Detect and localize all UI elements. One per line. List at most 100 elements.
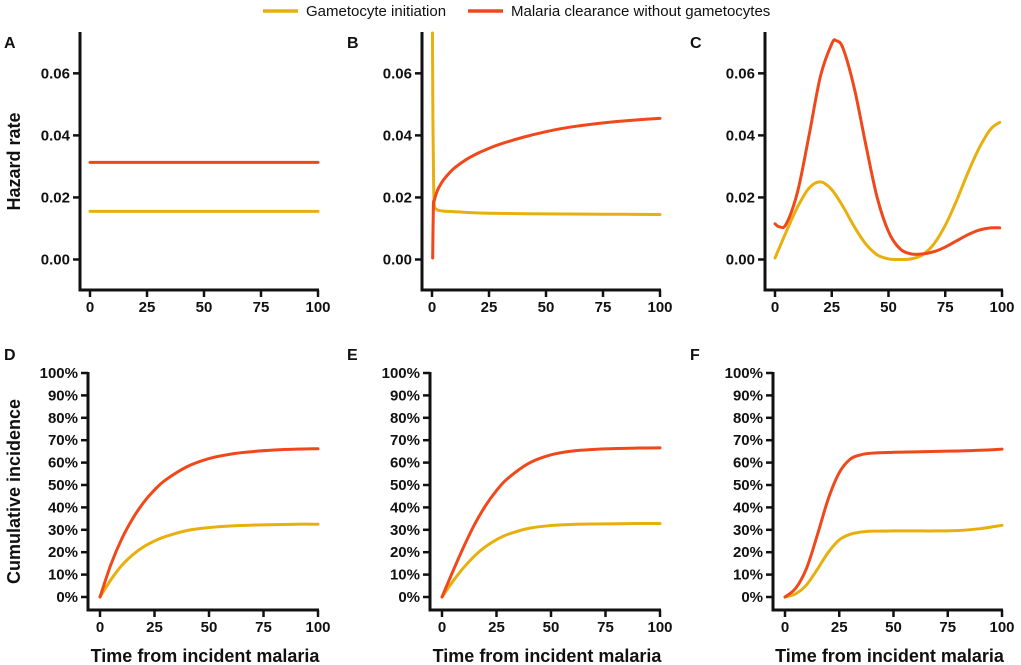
panel-letter-b: B	[347, 35, 359, 52]
panel-b: B 0 25 50 75 100 0.00 0.02 0.04 0.06	[347, 31, 673, 316]
y-tick-label-f: 70%	[733, 432, 763, 449]
y-tick-label-f: 0%	[741, 589, 763, 606]
x-tick-label-d: 75	[255, 619, 272, 636]
y-tick-label-e: 60%	[390, 455, 420, 472]
x-tick-label-a: 0	[86, 299, 94, 316]
y-tick-label-f: 10%	[733, 567, 763, 584]
y-tick-label-f: 100%	[725, 365, 763, 382]
y-tick-label-f: 60%	[733, 455, 763, 472]
series-line-e-clearance	[440, 446, 662, 599]
x-tick-label-d: 25	[146, 619, 163, 636]
y-tick-label-e: 30%	[390, 522, 420, 539]
x-tick-label-f: 0	[781, 619, 789, 636]
x-axis-title-d: Time from incident malaria	[91, 646, 321, 665]
panel-c: C 0 25 50 75 100 0.00 0.02 0.04 0.06	[690, 32, 1015, 316]
x-tick-label-d: 0	[96, 619, 104, 636]
y-tick-label-f: 90%	[733, 387, 763, 404]
y-tick-label-a: 0.00	[41, 251, 70, 268]
panel-letter-d: D	[4, 347, 16, 364]
series-line-c-gametocyte	[773, 120, 1002, 262]
x-tick-label-b: 75	[595, 299, 612, 316]
y-tick-label-e: 10%	[390, 567, 420, 584]
series-line-d-clearance	[98, 447, 320, 599]
panel-a: A 0 25 50 75 100 0.00 0.02 0.04 0.06 Hazard rate	[4, 32, 331, 316]
y-tick-label-e: 20%	[390, 544, 420, 561]
x-tick-label-a: 100	[305, 299, 330, 316]
y-tick-label-e: 70%	[390, 432, 420, 449]
y-tick-label-c: 0.02	[726, 189, 755, 206]
y-tick-label-e: 40%	[390, 499, 420, 516]
y-tick-label-e: 0%	[398, 589, 420, 606]
y-tick-label-d: 20%	[48, 544, 78, 561]
y-tick-label-d: 40%	[48, 499, 78, 516]
y-tick-label-d: 50%	[48, 477, 78, 494]
x-axis-title-e: Time from incident malaria	[433, 646, 663, 665]
x-axis-title-f: Time from incident malaria	[775, 646, 1005, 665]
legend: Gametocyte initiation Malaria clearance …	[263, 3, 770, 20]
x-tick-label-b: 50	[538, 299, 555, 316]
series-line-f-clearance	[783, 447, 1004, 599]
x-tick-label-c: 25	[823, 299, 840, 316]
y-tick-label-d: 10%	[48, 567, 78, 584]
y-tick-label-f: 20%	[733, 544, 763, 561]
x-tick-label-a: 50	[196, 299, 213, 316]
series-line-d-gametocyte	[98, 522, 320, 599]
y-tick-label-f: 40%	[733, 499, 763, 516]
y-tick-label-a: 0.06	[41, 65, 70, 82]
y-tick-label-a: 0.04	[41, 127, 71, 144]
x-tick-label-f: 50	[885, 619, 902, 636]
panel-letter-e: E	[347, 347, 358, 364]
y-tick-label-c: 0.04	[726, 127, 756, 144]
panel-e: E 0 25 50 75 100 0% 10% 20% 30% 40% 50% 60% 70% 80% 90%…	[347, 347, 673, 665]
series-line-b-gametocyte	[430, 31, 662, 216]
panel-d: D 0 25 50 75 100 0% 10% 20% 30% 40% 50% 60% 70% 80% 90%…	[4, 347, 331, 665]
x-tick-label-c: 100	[989, 299, 1014, 316]
x-tick-label-c: 75	[937, 299, 954, 316]
x-tick-label-b: 0	[428, 299, 436, 316]
y-tick-label-f: 30%	[733, 522, 763, 539]
y-tick-label-c: 0.00	[726, 251, 755, 268]
series-line-c-clearance	[773, 38, 1002, 256]
y-tick-label-d: 80%	[48, 410, 78, 427]
panel-f: F 0 25 50 75 100 0% 10% 20% 30% 40% 50% 60% 70% 80% 90%…	[690, 347, 1015, 665]
x-tick-label-f: 75	[939, 619, 956, 636]
x-tick-label-a: 75	[253, 299, 270, 316]
y-tick-label-f: 50%	[733, 477, 763, 494]
y-tick-label-c: 0.06	[726, 65, 755, 82]
x-tick-label-b: 100	[647, 299, 672, 316]
y-tick-label-e: 100%	[382, 365, 420, 382]
y-tick-label-b: 0.04	[383, 127, 413, 144]
y-tick-label-d: 0%	[56, 589, 78, 606]
y-tick-label-e: 90%	[390, 387, 420, 404]
panel-letter-c: C	[690, 35, 702, 52]
y-tick-label-b: 0.06	[383, 65, 412, 82]
series-line-e-gametocyte	[440, 522, 662, 599]
panels: A 0 25 50 75 100 0.00 0.02 0.04 0.06 Hazard rate B 0…	[4, 31, 1015, 665]
y-tick-label-e: 80%	[390, 410, 420, 427]
x-tick-label-d: 50	[201, 619, 218, 636]
y-axis-title-d: Cumulative incidence	[4, 399, 24, 584]
y-tick-label-d: 30%	[48, 522, 78, 539]
y-tick-label-d: 60%	[48, 455, 78, 472]
x-tick-label-e: 25	[488, 619, 505, 636]
x-tick-label-e: 50	[543, 619, 560, 636]
y-tick-label-a: 0.02	[41, 189, 70, 206]
x-tick-label-c: 0	[771, 299, 779, 316]
legend-label-gametocyte: Gametocyte initiation	[306, 3, 446, 20]
y-tick-label-d: 90%	[48, 387, 78, 404]
x-tick-label-d: 100	[305, 619, 330, 636]
x-tick-label-a: 25	[139, 299, 156, 316]
x-tick-label-c: 50	[880, 299, 897, 316]
x-tick-label-e: 75	[597, 619, 614, 636]
panel-letter-f: F	[690, 347, 700, 364]
x-tick-label-e: 0	[438, 619, 446, 636]
y-tick-label-b: 0.00	[383, 251, 412, 268]
y-tick-label-e: 50%	[390, 477, 420, 494]
y-tick-label-f: 80%	[733, 410, 763, 427]
x-tick-label-e: 100	[647, 619, 672, 636]
legend-label-clearance: Malaria clearance without gametocytes	[511, 3, 770, 20]
series-line-f-gametocyte	[783, 523, 1004, 599]
x-tick-label-f: 25	[831, 619, 848, 636]
x-tick-label-b: 25	[481, 299, 498, 316]
